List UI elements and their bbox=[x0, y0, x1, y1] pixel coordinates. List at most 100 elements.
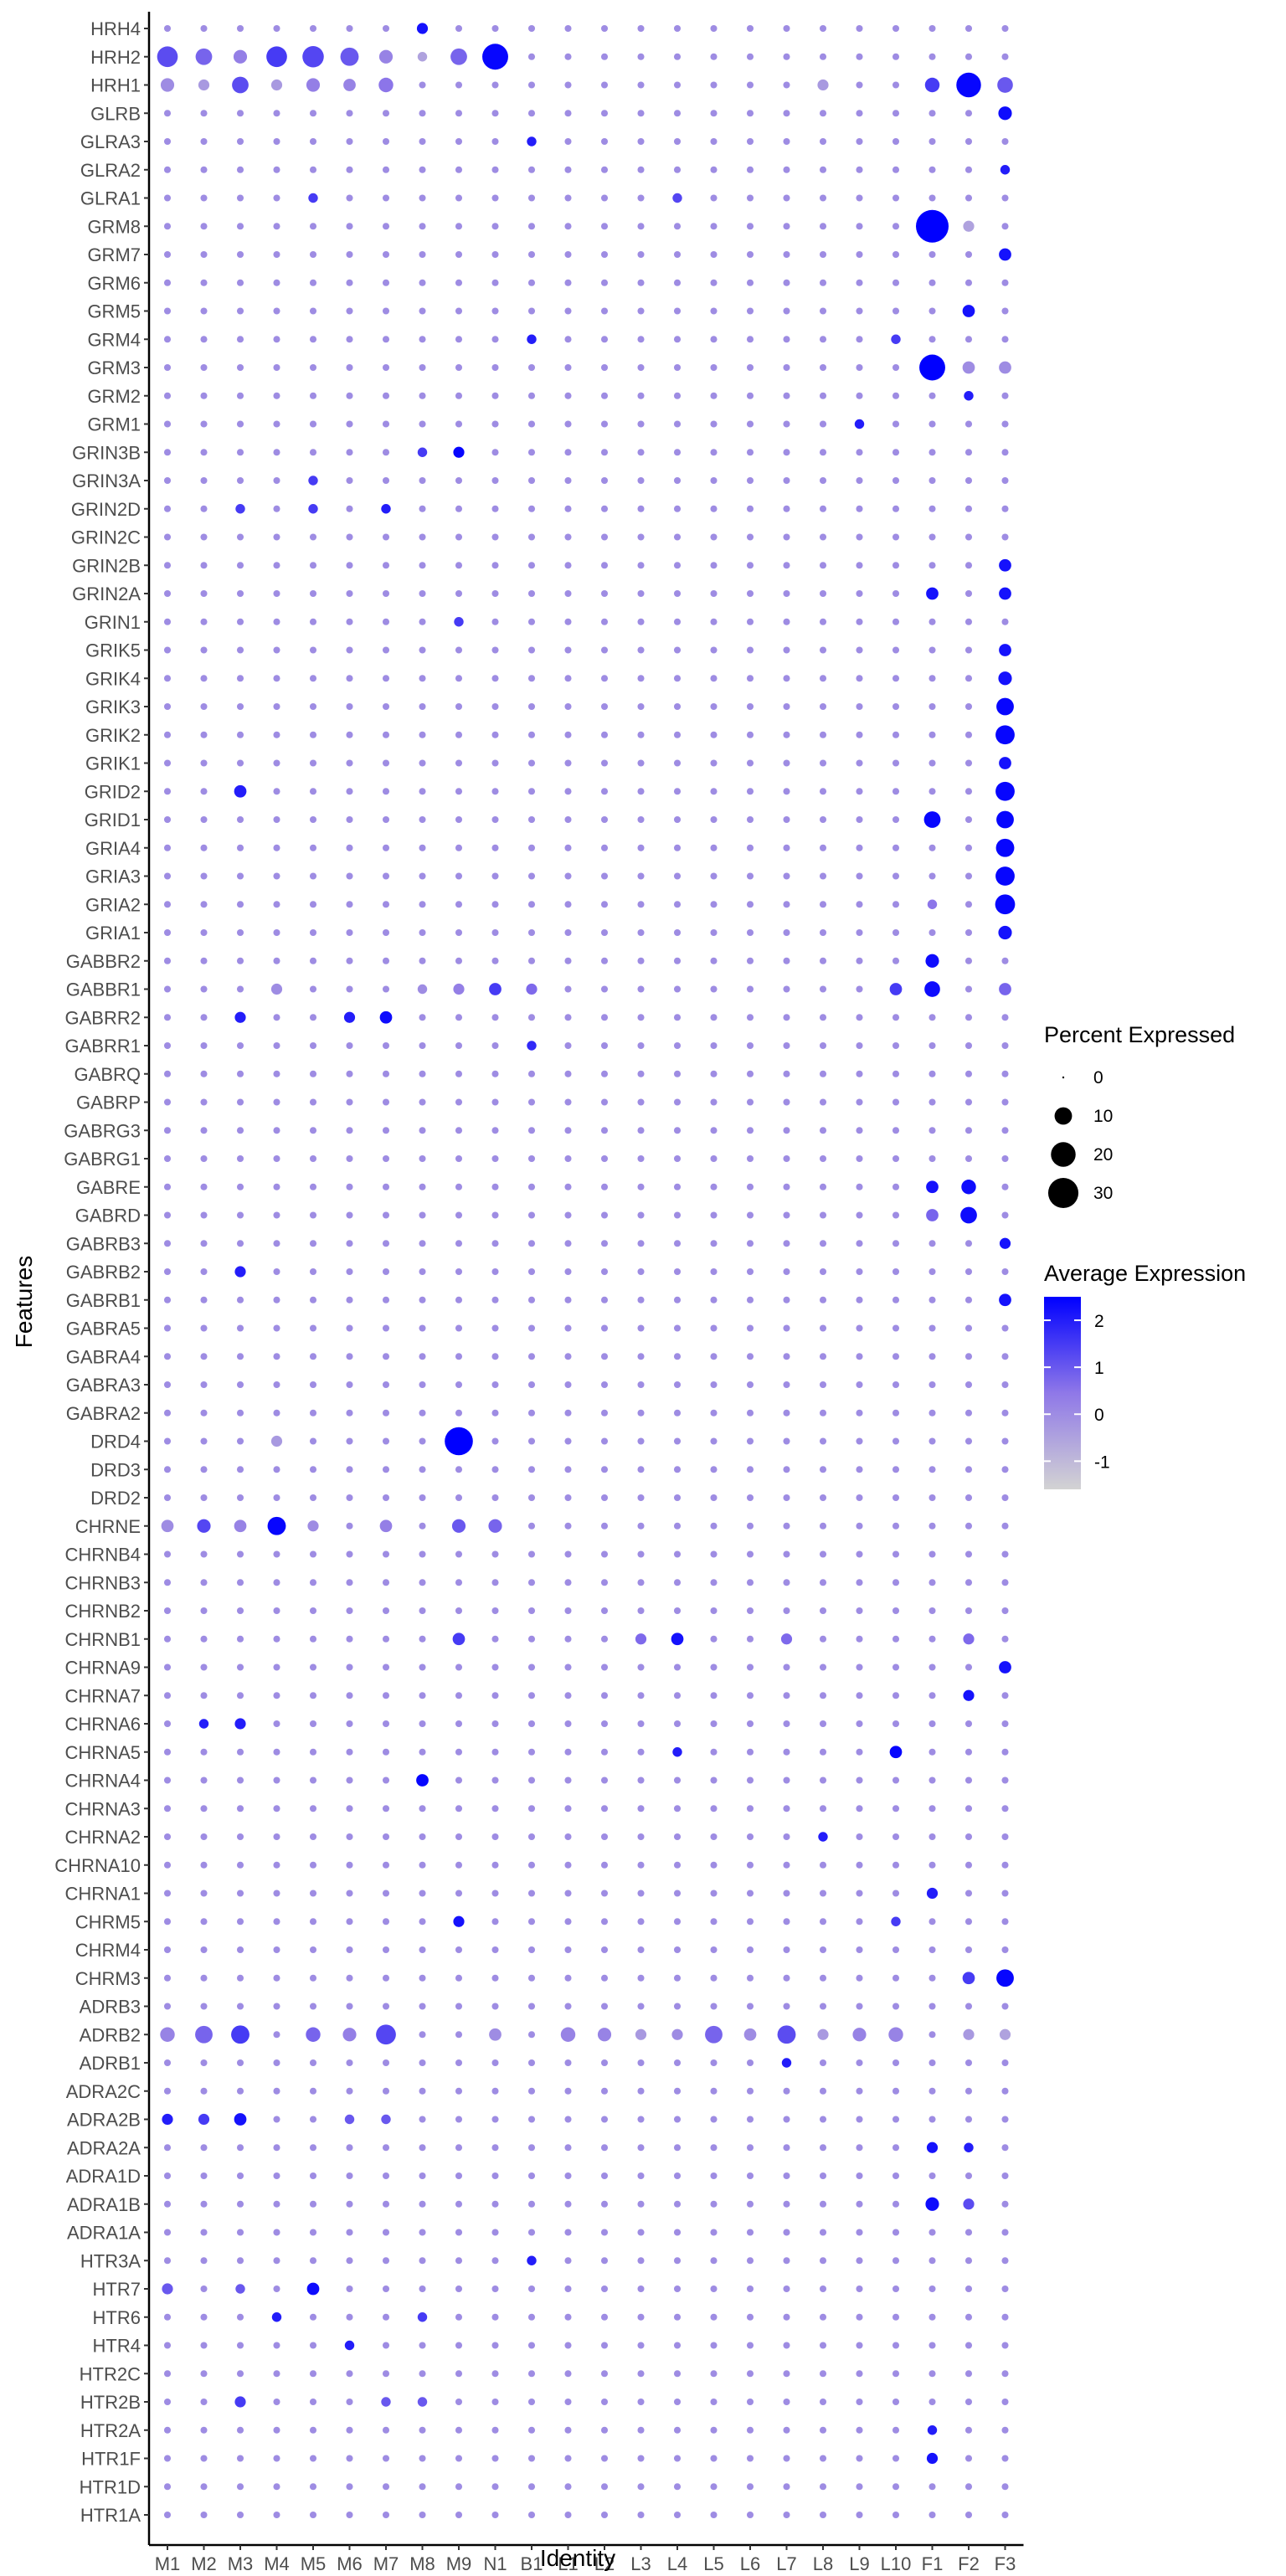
dot-gabrq-l1 bbox=[564, 1070, 572, 1077]
dot-gabra4-l2 bbox=[600, 1353, 609, 1360]
dot-adra2a-l8 bbox=[819, 2144, 827, 2152]
dot-gria3-f2 bbox=[964, 872, 973, 880]
dot-grin1-n1 bbox=[491, 618, 499, 625]
dot-htr2b-m4 bbox=[273, 2398, 280, 2406]
dot-gabrr2-l1 bbox=[564, 1014, 572, 1021]
dot-adra1b-l7 bbox=[783, 2200, 790, 2208]
dot-grik2-l3 bbox=[637, 731, 645, 738]
dot-grin2b-m6 bbox=[346, 562, 353, 569]
dot-grid1-m4 bbox=[273, 815, 280, 824]
dot-chrna2-m7 bbox=[382, 1833, 390, 1841]
dot-chrna1-l3 bbox=[637, 1890, 645, 1897]
dot-grin1-l4 bbox=[673, 618, 682, 625]
dot-gabrb2-m9 bbox=[455, 1267, 463, 1276]
dot-chrna3-n1 bbox=[491, 1805, 499, 1812]
dot-hrh4-m9 bbox=[455, 24, 463, 33]
dot-glra3-m3 bbox=[236, 137, 244, 146]
dot-chrna2-l1 bbox=[564, 1833, 572, 1841]
dot-gabrb2-l3 bbox=[637, 1267, 645, 1276]
dot-gabre-n1 bbox=[491, 1183, 499, 1190]
dot-htr3a-l1 bbox=[564, 2257, 572, 2265]
x-tick-label-m8: M8 bbox=[409, 2553, 435, 2572]
dot-gabrb2-m7 bbox=[382, 1267, 390, 1276]
dot-adrb2-l2 bbox=[597, 2028, 612, 2042]
dot-htr7-l8 bbox=[819, 2285, 827, 2293]
dot-htr1a-f1 bbox=[928, 2511, 936, 2519]
dot-grin3b-m1 bbox=[163, 449, 172, 456]
dot-chrne-m1 bbox=[161, 1519, 174, 1533]
dot-grid1-l1 bbox=[564, 815, 572, 824]
dot-grm6-n1 bbox=[491, 279, 499, 286]
dot-gabrb3-l6 bbox=[746, 1240, 754, 1247]
dot-grin2a-b1 bbox=[527, 589, 536, 598]
dot-chrnb1-m3 bbox=[236, 1635, 244, 1643]
dot-chrnb3-m7 bbox=[382, 1579, 390, 1586]
dot-gabrp-m1 bbox=[163, 1098, 172, 1106]
dot-grin2a-n1 bbox=[491, 589, 499, 598]
dot-drd4-l9 bbox=[856, 1437, 863, 1445]
dot-chrne-b1 bbox=[527, 1522, 536, 1530]
dot-gabrr1-m7 bbox=[382, 1041, 390, 1050]
dot-hrh1-l7 bbox=[783, 81, 790, 89]
dot-chrm4-m7 bbox=[382, 1946, 390, 1954]
dot-chrna5-b1 bbox=[527, 1748, 536, 1756]
dot-grik1-l8 bbox=[819, 759, 827, 767]
dot-gabra4-l4 bbox=[673, 1353, 682, 1360]
dot-grik3-m7 bbox=[382, 702, 390, 711]
dot-gabra3-l2 bbox=[600, 1381, 609, 1389]
dot-grin2c-l4 bbox=[673, 533, 682, 541]
dot-gabrb3-f2 bbox=[964, 1240, 973, 1247]
dot-grm6-m4 bbox=[273, 279, 280, 286]
dot-gabrb1-m9 bbox=[455, 1296, 463, 1303]
dot-grin2d-l2 bbox=[600, 505, 609, 512]
dot-chrm4-l3 bbox=[637, 1946, 645, 1954]
dot-gabrb3-l3 bbox=[637, 1240, 645, 1247]
dot-glra3-l9 bbox=[856, 137, 863, 146]
dot-chrnb1-m7 bbox=[382, 1635, 390, 1643]
dot-grik1-l3 bbox=[637, 759, 645, 767]
dot-chrnb3-m3 bbox=[236, 1579, 244, 1586]
dot-adra1a-l1 bbox=[564, 2229, 572, 2236]
dot-chrna10-m2 bbox=[200, 1861, 208, 1869]
dot-gria4-l9 bbox=[856, 844, 863, 851]
dot-adra2c-m5 bbox=[309, 2087, 317, 2095]
dot-gabrb1-l3 bbox=[637, 1296, 645, 1303]
dot-chrnb1-l5 bbox=[710, 1635, 718, 1643]
dot-adra1d-l9 bbox=[856, 2172, 863, 2180]
dot-gabrg1-m6 bbox=[346, 1154, 353, 1163]
dot-hrh1-m2 bbox=[198, 79, 210, 91]
dot-grm5-m6 bbox=[346, 307, 353, 315]
dot-gabrq-m3 bbox=[236, 1070, 244, 1077]
dot-htr1d-m9 bbox=[455, 2483, 463, 2491]
dot-chrnb2-l3 bbox=[637, 1607, 645, 1615]
dot-chrna10-m6 bbox=[346, 1861, 353, 1869]
y-tick-label-gabrp: GABRP bbox=[76, 1093, 141, 1113]
dot-grm3-l9 bbox=[856, 363, 863, 372]
dot-grm4-l5 bbox=[710, 336, 718, 343]
dot-glrb-l1 bbox=[564, 110, 572, 117]
dot-chrna3-l9 bbox=[856, 1805, 863, 1812]
dot-grin1-f2 bbox=[964, 618, 973, 625]
dot-grm4-m9 bbox=[455, 336, 463, 343]
dot-adra1a-f2 bbox=[964, 2229, 973, 2236]
dot-gabra4-l9 bbox=[856, 1353, 863, 1360]
dot-drd2-l4 bbox=[673, 1494, 682, 1502]
dot-gria4-b1 bbox=[527, 844, 536, 851]
dot-chrne-l9 bbox=[856, 1522, 863, 1530]
dot-chrna4-m6 bbox=[346, 1776, 353, 1784]
dot-glra3-m4 bbox=[273, 137, 280, 146]
dot-htr1a-m8 bbox=[419, 2511, 426, 2519]
y-tick-label-drd4: DRD4 bbox=[90, 1432, 141, 1453]
dot-gabrd-l4 bbox=[673, 1211, 682, 1219]
y-tick-label-glrb: GLRB bbox=[90, 103, 141, 124]
dot-gabrr1-m8 bbox=[419, 1041, 426, 1050]
dot-gabrg3-l4 bbox=[673, 1127, 682, 1134]
dot-glrb-m9 bbox=[455, 110, 463, 117]
dot-gabrb3-m9 bbox=[455, 1240, 463, 1247]
dot-htr2c-m9 bbox=[455, 2370, 463, 2378]
y-tick-label-gabra4: GABRA4 bbox=[66, 1346, 141, 1367]
dot-htr3a-f3 bbox=[1001, 2257, 1009, 2265]
dot-chrnb2-f2 bbox=[964, 1607, 973, 1615]
dot-chrnb1-l6 bbox=[746, 1635, 754, 1643]
dot-grin1-m8 bbox=[419, 618, 426, 625]
